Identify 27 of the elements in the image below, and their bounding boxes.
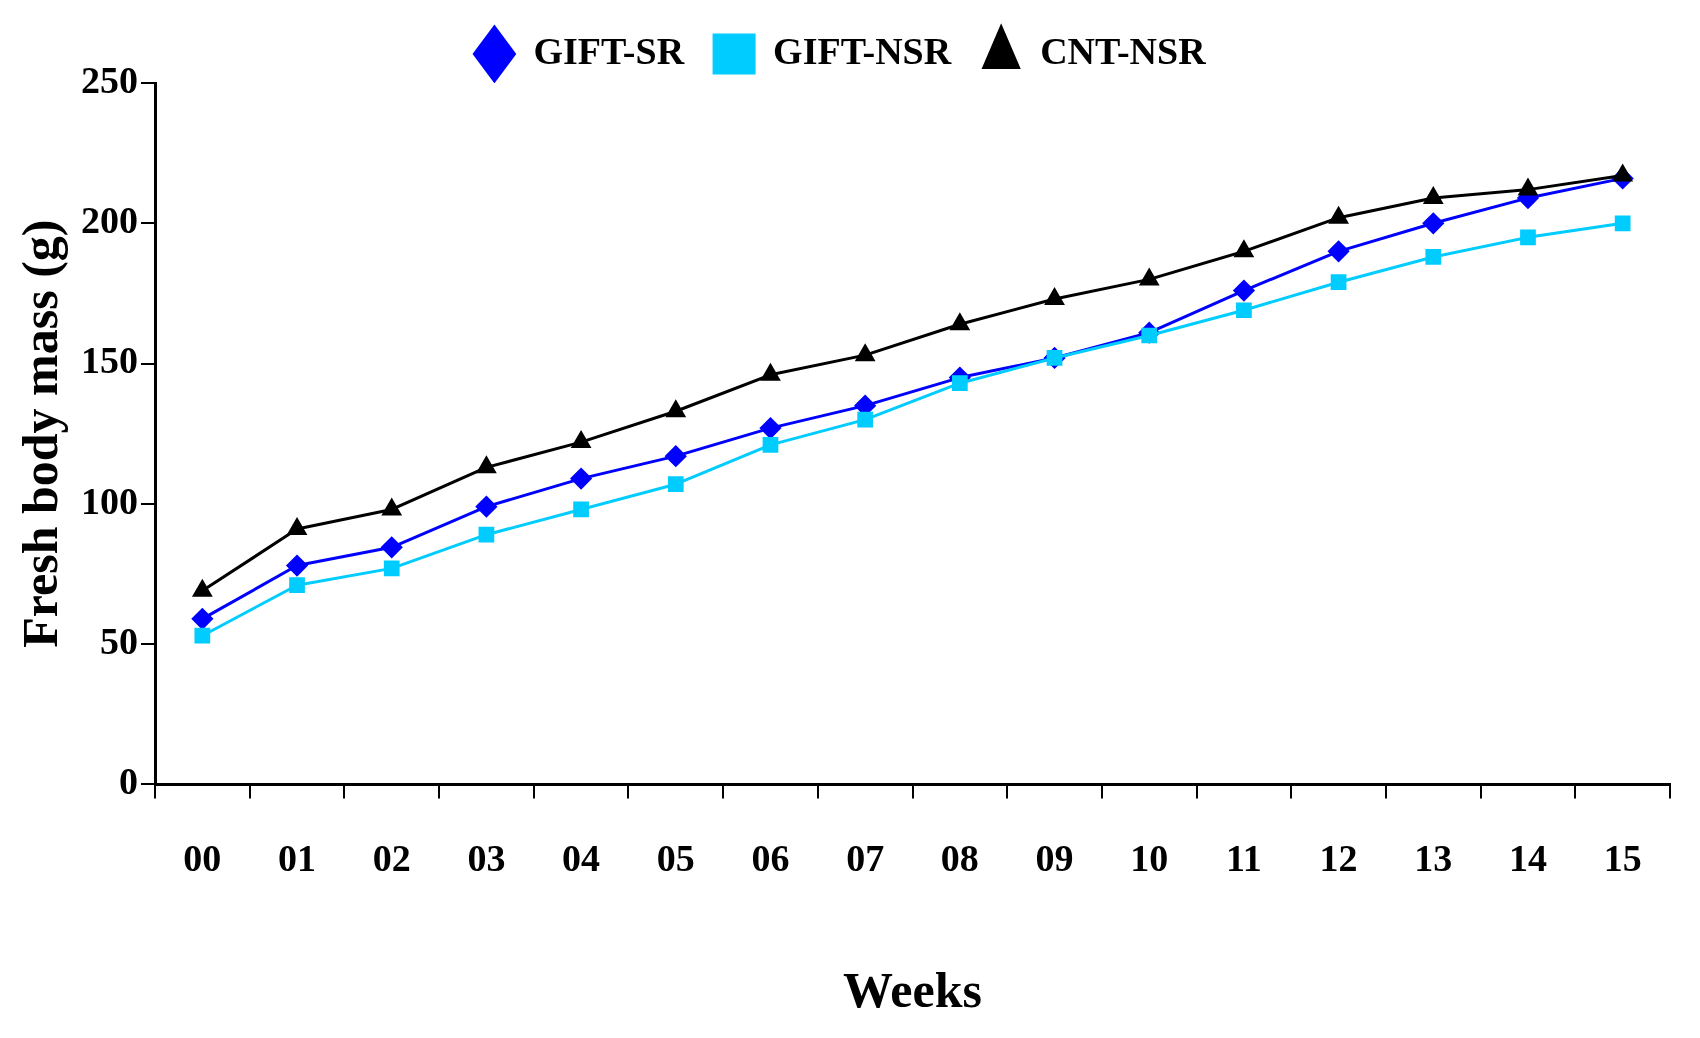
y-tick-label: 250 xyxy=(81,58,138,101)
x-tick-label: 08 xyxy=(940,837,979,880)
x-tick-label: 06 xyxy=(751,837,790,880)
x-axis-title: Weeks xyxy=(843,961,982,1018)
x-tick-label: 15 xyxy=(1603,837,1642,880)
x-tick-label: 11 xyxy=(1225,837,1262,880)
x-tick-label: 03 xyxy=(467,837,506,880)
x-tick-label: 01 xyxy=(278,837,317,880)
x-tick-label: 00 xyxy=(183,837,222,880)
y-tick-label: 100 xyxy=(81,479,138,522)
x-tick-label: 14 xyxy=(1508,837,1547,880)
y-tick-label: 0 xyxy=(119,760,138,803)
x-tick-label: 07 xyxy=(846,837,885,880)
y-tick-label: 50 xyxy=(100,619,138,662)
x-tick-label: 12 xyxy=(1319,837,1358,880)
x-tick-label: 10 xyxy=(1130,837,1169,880)
legend-label: GIFT-NSR xyxy=(773,29,952,72)
legend-label: GIFT-SR xyxy=(533,29,685,72)
legend-label: CNT-NSR xyxy=(1040,29,1207,72)
y-tick-label: 150 xyxy=(81,339,138,382)
y-axis-title: Fresh body mass (g) xyxy=(11,219,68,648)
x-tick-label: 04 xyxy=(562,837,601,880)
x-tick-label: 02 xyxy=(372,837,411,880)
x-tick-label: 05 xyxy=(656,837,695,880)
x-tick-label: 13 xyxy=(1414,837,1453,880)
y-tick-label: 200 xyxy=(81,199,138,242)
x-tick-label: 09 xyxy=(1035,837,1074,880)
